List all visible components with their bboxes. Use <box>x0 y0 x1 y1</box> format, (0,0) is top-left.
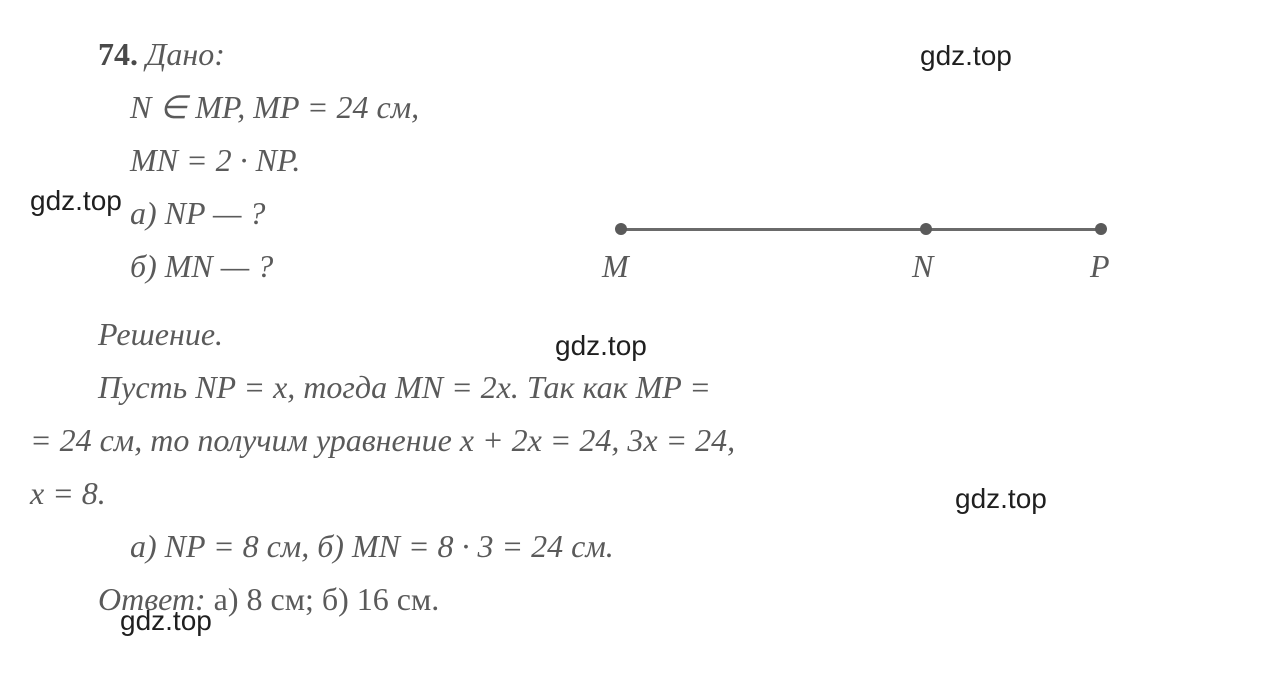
point-n <box>920 223 932 235</box>
answer-text: а) 8 см; б) 16 см. <box>214 581 440 617</box>
watermark-1: gdz.top <box>920 35 1012 77</box>
given-line-2: MN = 2 · NP. <box>30 136 1232 184</box>
watermark-3: gdz.top <box>555 325 647 367</box>
line-segment-diagram: M N P <box>605 220 1115 280</box>
solution-line-3: x = 8. <box>30 469 1232 517</box>
point-p <box>1095 223 1107 235</box>
solution-line-2: = 24 см, то получим уравнение x + 2x = 2… <box>30 416 1232 464</box>
given-line-1: N ∈ MP, MP = 24 см, <box>30 83 1232 131</box>
problem-header: 74. Дано: <box>30 30 1232 78</box>
point-m <box>615 223 627 235</box>
label-p: P <box>1090 242 1110 290</box>
watermark-5: gdz.top <box>120 600 212 642</box>
watermark-4: gdz.top <box>955 478 1047 520</box>
solution-line-1: Пусть NP = x, тогда MN = 2x. Так как MP … <box>30 363 1232 411</box>
watermark-2: gdz.top <box>30 180 122 222</box>
given-label: Дано: <box>146 36 225 72</box>
solution-line-4: а) NP = 8 см, б) MN = 8 · 3 = 24 см. <box>30 522 1232 570</box>
label-n: N <box>912 242 933 290</box>
label-m: M <box>602 242 629 290</box>
segment-line <box>620 228 1105 231</box>
problem-number: 74. <box>98 36 138 72</box>
